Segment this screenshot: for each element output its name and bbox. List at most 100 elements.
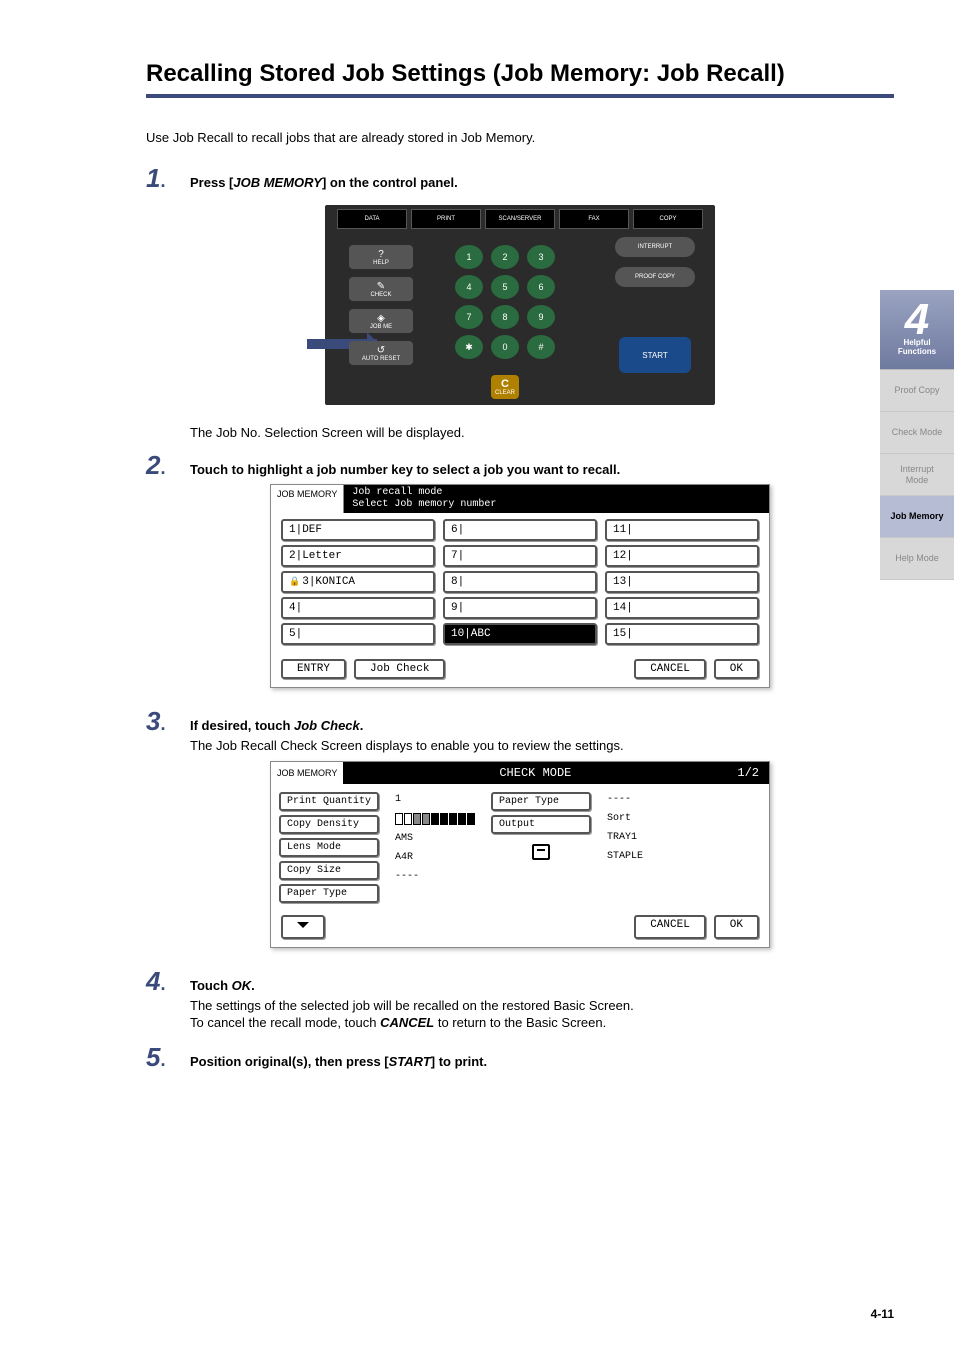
sidebar-item-proof-copy[interactable]: Proof Copy <box>880 370 954 412</box>
lcd2-right-labels: Paper Type Output <box>491 792 591 903</box>
step-5: 5. Position original(s), then press [STA… <box>146 1044 894 1070</box>
sidebar-item-job-memory[interactable]: Job Memory <box>880 496 954 538</box>
chapter-badge: 4 Helpful Functions <box>880 290 954 370</box>
label-output: Output <box>491 815 591 834</box>
sidebar-item-check-mode[interactable]: Check Mode <box>880 412 954 454</box>
step-3: 3. If desired, touch Job Check. The Job … <box>146 708 894 755</box>
lcd2-right-values: ---- Sort TRAY1 STAPLE <box>607 792 643 903</box>
page-number: 4-11 <box>871 1307 894 1321</box>
numeric-keypad: 1 2 3 4 5 6 7 8 9 ✱ 0 # <box>455 245 555 359</box>
key-4: 4 <box>455 275 483 299</box>
job-slot-4[interactable]: 4| <box>281 597 435 619</box>
value-output-3: STAPLE <box>607 849 643 864</box>
job-check-button[interactable]: Job Check <box>354 659 445 679</box>
label-copy-density: Copy Density <box>279 815 379 834</box>
auto-reset-button: ↺AUTO RESET <box>349 341 413 365</box>
page-title: Recalling Stored Job Settings (Job Memor… <box>146 60 894 94</box>
job-slot-5[interactable]: 5| <box>281 623 435 645</box>
step-number: 3. <box>146 708 190 734</box>
tab-scan: SCAN/SERVER <box>485 209 555 229</box>
job-slot-9[interactable]: 9| <box>443 597 597 619</box>
job-slot-8[interactable]: 8| <box>443 571 597 593</box>
step-subtext: The Job Recall Check Screen displays to … <box>190 737 894 755</box>
step-subtext: The settings of the selected job will be… <box>190 997 894 1032</box>
step-instruction: If desired, touch Job Check. <box>190 718 363 733</box>
lcd-header: JOB MEMORY Job recall mode Select Job me… <box>271 485 769 513</box>
step-number: 5. <box>146 1044 190 1070</box>
control-panel-illustration: DATA PRINT SCAN/SERVER FAX COPY ?HELP ✎C… <box>325 205 715 405</box>
lcd2-tag: JOB MEMORY <box>271 764 343 782</box>
panel-right-buttons: INTERRUPT PROOF COPY START <box>615 237 695 373</box>
value-lens-mode: AMS <box>395 831 475 846</box>
job-slot-11[interactable]: 11| <box>605 519 759 541</box>
value-paper-type-r: ---- <box>607 792 643 807</box>
job-slot-14[interactable]: 14| <box>605 597 759 619</box>
sidebar-item-interrupt-mode[interactable]: Interrupt Mode <box>880 454 954 496</box>
tab-copy: COPY <box>633 209 703 229</box>
lcd-row: 4| 9| 14| <box>277 597 763 619</box>
step-2: 2. Touch to highlight a job number key t… <box>146 452 894 478</box>
lcd2-page: 1/2 <box>727 762 769 784</box>
step-1: 1. Press [JOB MEMORY] on the control pan… <box>146 165 894 191</box>
label-paper-type-r: Paper Type <box>491 792 591 811</box>
value-output-1: Sort <box>607 811 643 826</box>
key-2: 2 <box>491 245 519 269</box>
job-slot-3[interactable]: 3|KONICA <box>281 571 435 593</box>
sidebar-item-help-mode[interactable]: Help Mode <box>880 538 954 580</box>
lcd-row: 3|KONICA 8| 13| <box>277 571 763 593</box>
entry-button[interactable]: ENTRY <box>281 659 346 679</box>
lcd2-header: JOB MEMORY CHECK MODE 1/2 <box>271 762 769 784</box>
key-7: 7 <box>455 305 483 329</box>
lcd-grid: 1|DEF 6| 11| 2|Letter 7| 12| 3|KONICA 8|… <box>271 513 769 655</box>
step-body: Touch to highlight a job number key to s… <box>190 456 894 477</box>
lcd-tag: JOB MEMORY <box>271 485 344 513</box>
job-slot-2[interactable]: 2|Letter <box>281 545 435 567</box>
help-button: ?HELP <box>349 245 413 269</box>
job-slot-1[interactable]: 1|DEF <box>281 519 435 541</box>
lcd-footer: ENTRY Job Check CANCEL OK <box>271 655 769 687</box>
label-copy-size: Copy Size <box>279 861 379 880</box>
ok-button[interactable]: OK <box>714 915 759 939</box>
lcd-row: 1|DEF 6| 11| <box>277 519 763 541</box>
key-8: 8 <box>491 305 519 329</box>
key-1: 1 <box>455 245 483 269</box>
value-copy-size: A4R <box>395 850 475 865</box>
key-9: 9 <box>527 305 555 329</box>
job-recall-screen: JOB MEMORY Job recall mode Select Job me… <box>270 484 770 688</box>
chevron-down-icon <box>297 922 309 934</box>
lcd2-left-values: 1 AMS A4R ---- <box>395 792 475 903</box>
step-instruction: Press [JOB MEMORY] on the control panel. <box>190 175 458 190</box>
tray-icon <box>491 842 591 862</box>
lcd2-body: Print Quantity Copy Density Lens Mode Co… <box>271 784 769 911</box>
value-print-qty: 1 <box>395 792 475 807</box>
step-body: Position original(s), then press [START]… <box>190 1048 894 1069</box>
job-memory-button: ◈JOB ME <box>349 309 413 333</box>
cancel-button[interactable]: CANCEL <box>634 915 706 939</box>
job-slot-12[interactable]: 12| <box>605 545 759 567</box>
lcd2-title: CHECK MODE <box>343 762 727 784</box>
job-slot-15[interactable]: 15| <box>605 623 759 645</box>
panel-left-buttons: ?HELP ✎CHECK ◈JOB ME ↺AUTO RESET <box>349 245 413 365</box>
job-slot-7[interactable]: 7| <box>443 545 597 567</box>
panel-tabs: DATA PRINT SCAN/SERVER FAX COPY <box>337 209 703 229</box>
job-slot-6[interactable]: 6| <box>443 519 597 541</box>
chapter-sidebar: 4 Helpful Functions Proof Copy Check Mod… <box>880 290 954 580</box>
value-copy-density <box>395 811 475 827</box>
cancel-button[interactable]: CANCEL <box>634 659 706 679</box>
key-3: 3 <box>527 245 555 269</box>
step-body: If desired, touch Job Check. The Job Rec… <box>190 712 894 755</box>
check-mode-screen: JOB MEMORY CHECK MODE 1/2 Print Quantity… <box>270 761 770 948</box>
job-slot-10[interactable]: 10|ABC <box>443 623 597 645</box>
ok-button[interactable]: OK <box>714 659 759 679</box>
label-paper-type: Paper Type <box>279 884 379 903</box>
step-1-followup: The Job No. Selection Screen will be dis… <box>190 419 894 440</box>
title-underline <box>146 94 894 98</box>
value-output-2: TRAY1 <box>607 830 643 845</box>
page-down-button[interactable] <box>281 915 325 939</box>
tab-data: DATA <box>337 209 407 229</box>
step-instruction: Touch OK. <box>190 978 255 993</box>
lcd2-left-labels: Print Quantity Copy Density Lens Mode Co… <box>279 792 379 903</box>
step-instruction: Touch to highlight a job number key to s… <box>190 462 620 477</box>
job-slot-13[interactable]: 13| <box>605 571 759 593</box>
clear-button: C CLEAR <box>491 375 519 399</box>
